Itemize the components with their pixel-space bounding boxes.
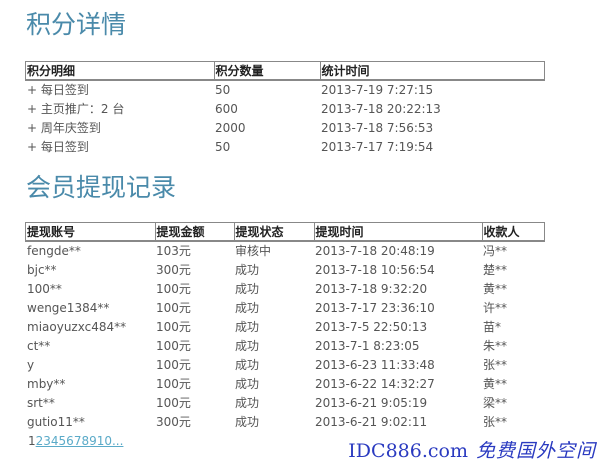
table-cell: 张** xyxy=(483,358,508,372)
table-row: srt** 100元 成功 2013-6-21 9:05:19 梁** xyxy=(26,393,544,412)
table-cell: 成功 xyxy=(235,396,260,410)
table-cell: 2013-7-1 8:23:05 xyxy=(315,338,420,353)
table-row: + 每日签到 50 2013-7-17 7:19:54 xyxy=(26,137,544,156)
table-cell: 100元 xyxy=(156,282,191,296)
table-cell: 黄** xyxy=(483,282,508,296)
column-header: 积分数量 xyxy=(213,61,320,80)
pagination: 12345678910... xyxy=(28,434,123,448)
table-cell: 苗* xyxy=(483,320,502,334)
page-links[interactable]: 2345678910... xyxy=(35,434,124,448)
table-cell: 300元 xyxy=(156,263,191,277)
table-cell: 600 xyxy=(215,101,238,116)
points-table: 积分明细 积分数量 统计时间 + 每日签到 50 2013-7-19 7:27:15 + 主… xyxy=(25,60,545,156)
table-cell: 100元 xyxy=(156,358,191,372)
table-cell: + 每日签到 xyxy=(27,83,89,97)
table-row: + 周年庆签到 2000 2013-7-18 7:56:53 xyxy=(26,118,544,137)
table-row: gutio11** 300元 成功 2013-6-21 9:02:11 张** xyxy=(26,412,544,431)
table-cell: 2013-6-23 11:33:48 xyxy=(315,357,435,372)
table-row: + 主页推广：2 台 600 2013-7-18 20:22:13 xyxy=(26,99,544,118)
table-cell: 楚** xyxy=(483,263,508,277)
table-row: wenge1384** 100元 成功 2013-7-17 23:36:10 许** xyxy=(26,298,544,317)
table-cell: 朱** xyxy=(483,339,508,353)
table-row: fengde** 103元 审核中 2013-7-18 20:48:19 冯** xyxy=(26,241,544,261)
table-cell: 2013-7-18 20:48:19 xyxy=(315,243,435,258)
table-cell: + 每日签到 xyxy=(27,140,89,154)
table-cell: 梁** xyxy=(483,396,508,410)
table-cell: 100元 xyxy=(156,377,191,391)
table-cell: 成功 xyxy=(235,320,260,334)
column-header: 积分明细 xyxy=(26,61,214,80)
table-cell: 成功 xyxy=(235,339,260,353)
table-row: 100** 100元 成功 2013-7-18 9:32:20 黄** xyxy=(26,279,544,298)
table-row: y 100元 成功 2013-6-23 11:33:48 张** xyxy=(26,355,544,374)
column-header: 提现账号 xyxy=(26,222,155,241)
table-cell: 100元 xyxy=(156,320,191,334)
table-cell: 100元 xyxy=(156,396,191,410)
table-cell: 成功 xyxy=(235,263,260,277)
table-cell: wenge1384** xyxy=(27,300,110,315)
column-header: 提现状态 xyxy=(233,222,314,241)
table-cell: 300元 xyxy=(156,415,191,429)
table-cell: 2013-7-18 9:32:20 xyxy=(315,281,428,296)
table-cell: y xyxy=(27,357,35,372)
table-cell: 审核中 xyxy=(235,244,272,258)
table-cell: 2013-7-18 20:22:13 xyxy=(321,101,441,116)
table-cell: 成功 xyxy=(235,282,260,296)
table-cell: 2013-7-18 7:56:53 xyxy=(321,120,434,135)
watermark-logo: IDC886.com 免费国外空间 xyxy=(348,441,596,462)
table-cell: 2013-6-21 9:02:11 xyxy=(315,414,428,429)
watermark-line2: 免费国外空间 xyxy=(475,440,596,462)
column-header: 提现金额 xyxy=(154,222,234,241)
table-row: miaoyuzxc484** 100元 成功 2013-7-5 22:50:13 苗* xyxy=(26,317,544,336)
table-row: mby** 100元 成功 2013-6-22 14:32:27 黄** xyxy=(26,374,544,393)
table-cell: bjc** xyxy=(27,262,57,277)
table-cell: 2013-7-19 7:27:15 xyxy=(321,82,434,97)
table-cell: 2013-6-21 9:05:19 xyxy=(315,395,428,410)
table-row: bjc** 300元 成功 2013-7-18 10:56:54 楚** xyxy=(26,260,544,279)
table-cell: 张** xyxy=(483,415,508,429)
table-cell: 50 xyxy=(215,82,231,97)
table-row: ct** 100元 成功 2013-7-1 8:23:05 朱** xyxy=(26,336,544,355)
column-header: 统计时间 xyxy=(319,61,544,80)
table-cell: + 主页推广：2 台 xyxy=(27,102,125,116)
table-cell: 成功 xyxy=(235,301,260,315)
table-cell: 2000 xyxy=(215,120,246,135)
column-header: 提现时间 xyxy=(313,222,482,241)
table-cell: ct** xyxy=(27,338,51,353)
table-cell: srt** xyxy=(27,395,55,410)
table-cell: 100** xyxy=(27,281,62,296)
table-cell: 成功 xyxy=(235,358,260,372)
watermark-line1: IDC886.com xyxy=(348,440,468,462)
table-cell: + 周年庆签到 xyxy=(27,121,101,135)
table-cell: gutio11** xyxy=(27,414,85,429)
table-cell: 成功 xyxy=(235,415,260,429)
withdraw-title: 会员提现记录 xyxy=(26,173,177,202)
table-cell: 2013-7-17 7:19:54 xyxy=(321,139,434,154)
table-cell: 2013-7-17 23:36:10 xyxy=(315,300,435,315)
table-cell: 2013-7-5 22:50:13 xyxy=(315,319,428,334)
points-title: 积分详情 xyxy=(26,10,127,39)
table-cell: 2013-7-18 10:56:54 xyxy=(315,262,435,277)
table-cell: 成功 xyxy=(235,377,260,391)
table-cell: 许** xyxy=(483,301,508,315)
table-cell: 50 xyxy=(215,139,231,154)
table-cell: 黄** xyxy=(483,377,508,391)
table-cell: 103元 xyxy=(156,244,191,258)
table-cell: 冯** xyxy=(483,244,508,258)
table-cell: 2013-6-22 14:32:27 xyxy=(315,376,435,391)
table-cell: 100元 xyxy=(156,301,191,315)
table-cell: mby** xyxy=(27,376,66,391)
withdraw-table: 提现账号 提现金额 提现状态 提现时间 收款人 fengde** 103元 审核中 2013-7… xyxy=(25,221,545,431)
table-cell: miaoyuzxc484** xyxy=(27,319,127,334)
table-cell: fengde** xyxy=(27,243,81,258)
table-cell: 100元 xyxy=(156,339,191,353)
page-current: 1 xyxy=(28,434,36,448)
table-row: + 每日签到 50 2013-7-19 7:27:15 xyxy=(26,80,544,100)
column-header: 收款人 xyxy=(481,222,544,241)
